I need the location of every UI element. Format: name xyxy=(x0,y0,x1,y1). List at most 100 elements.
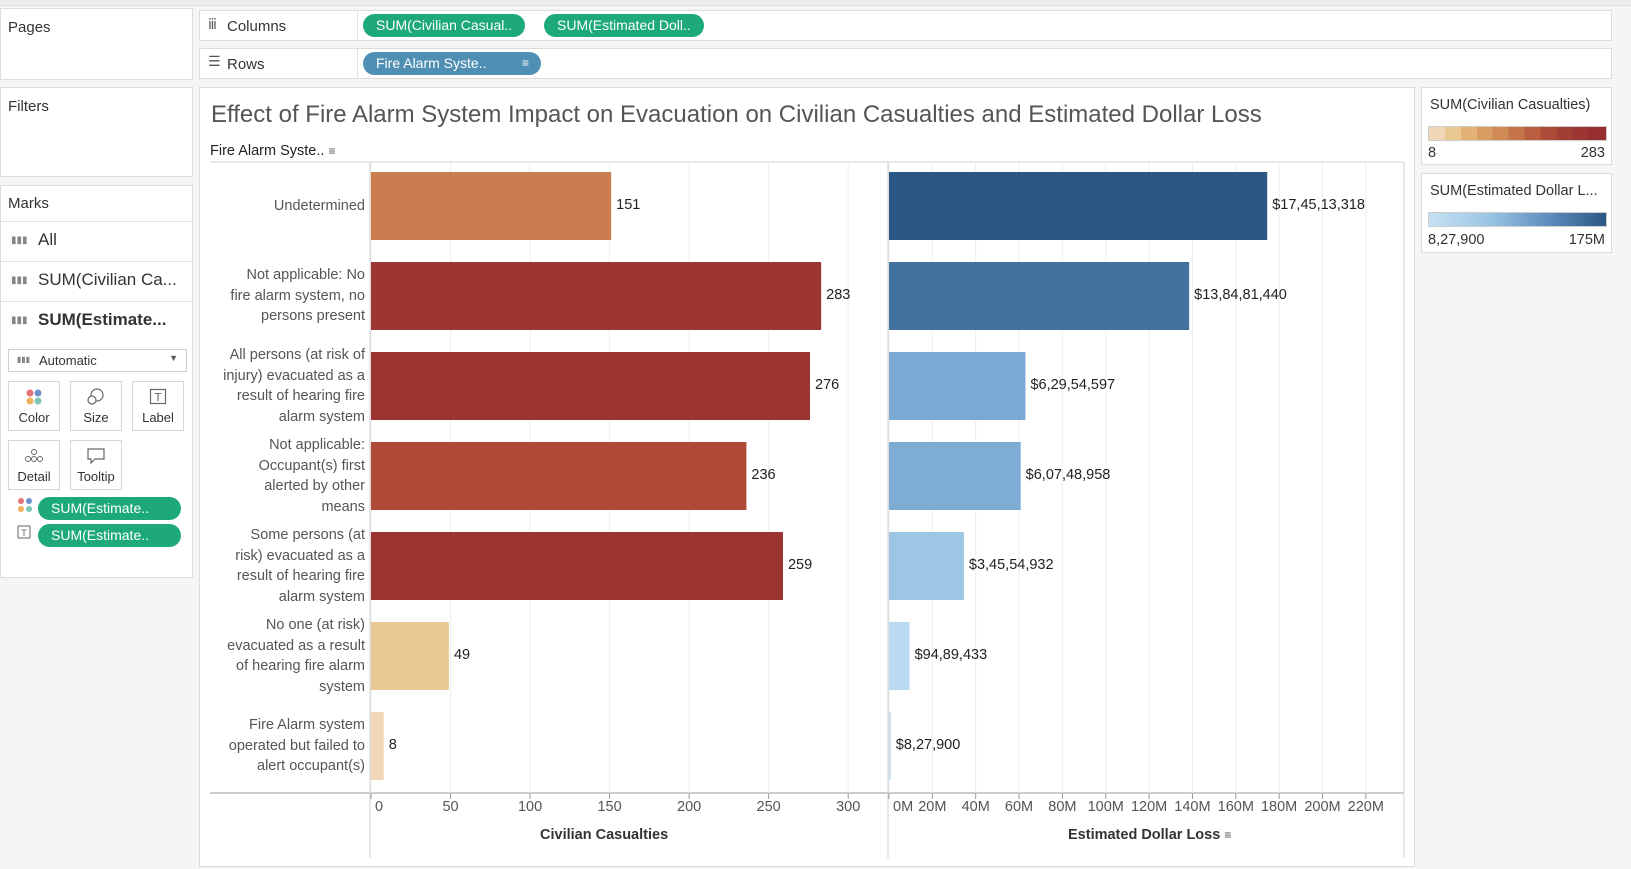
row-header-label: Fire Alarm Syste.. xyxy=(210,143,325,159)
rows-pill-fire-alarm[interactable]: Fire Alarm Syste.. ≡ xyxy=(363,52,541,75)
data-label: 49 xyxy=(453,647,471,663)
legend-min: 8,27,900 xyxy=(1428,232,1485,248)
row-label[interactable]: Some persons (at risk) evacuated as a resu… xyxy=(205,525,365,607)
data-label: $8,27,900 xyxy=(895,737,961,753)
data-label: $94,89,433 xyxy=(914,647,988,663)
columns-pill-civilian[interactable]: SUM(Civilian Casual.. xyxy=(363,14,526,37)
row-label[interactable]: Fire Alarm system operated but failed to a… xyxy=(205,715,365,777)
columns-icon: ⅲ xyxy=(208,16,217,32)
tick-label: 100M xyxy=(1087,799,1124,815)
label-field-pill[interactable]: SUM(Estimate.. xyxy=(38,524,181,547)
tick-label: 40M xyxy=(961,799,990,815)
data-label: $17,45,13,318 xyxy=(1272,197,1365,213)
row-label-line: alarm system xyxy=(278,588,365,605)
bar-mark-icon: ▮▮▮ xyxy=(11,275,28,286)
detail-button-label: Detail xyxy=(17,469,51,484)
tick-label: 100 xyxy=(517,799,543,815)
row-label-line: alert occupant(s) xyxy=(257,758,365,775)
row-label-line: result of hearing fire xyxy=(236,388,365,404)
tick-label: 0 xyxy=(375,799,384,815)
detail-button[interactable]: Detail xyxy=(8,440,60,490)
sort-descending-icon: ≡ xyxy=(521,56,529,70)
tick-label: 20M xyxy=(918,799,947,815)
row-label-line: All persons (at risk of xyxy=(229,347,365,363)
tick-label: 200M xyxy=(1304,799,1341,815)
data-label: 151 xyxy=(616,197,641,213)
color-button[interactable]: Color xyxy=(8,381,60,431)
marks-row-estimated[interactable]: ▮▮▮ SUM(Estimate... xyxy=(1,301,194,339)
pages-title: Pages xyxy=(8,19,51,36)
mark-type-dropdown[interactable]: ▮▮▮ Automatic ▼ xyxy=(8,349,187,372)
row-header[interactable]: Fire Alarm Syste.. ≡ xyxy=(210,143,335,159)
view-title: Effect of Fire Alarm System Impact on Ev… xyxy=(211,101,1262,128)
rows-pill-label: Fire Alarm Syste.. xyxy=(376,55,487,71)
color-field-pill[interactable]: SUM(Estimate.. xyxy=(38,497,181,520)
tick-label: 150 xyxy=(597,799,622,815)
data-label: $6,29,54,597 xyxy=(1030,377,1116,393)
legend-min: 8 xyxy=(1428,145,1437,161)
legend-color-ramp xyxy=(1428,126,1607,141)
row-label-line: Occupant(s) first xyxy=(258,457,365,474)
label-t-icon: T xyxy=(17,525,31,544)
legend-max: 283 xyxy=(1580,145,1605,161)
row-label-line: No one (at risk) xyxy=(265,617,365,633)
row-label-line: alerted by other xyxy=(264,478,365,494)
legend-casualties[interactable]: SUM(Civilian Casualties) 8 283 xyxy=(1421,87,1612,165)
bar-mark-icon: ▮▮▮ xyxy=(11,315,28,326)
columns-shelf[interactable]: ⅲ Columns SUM(Civilian Casual.. SUM(Esti… xyxy=(199,10,1612,41)
top-toolbar-strip xyxy=(0,0,1631,6)
size-button[interactable]: Size xyxy=(70,381,122,431)
color-dots-icon xyxy=(9,388,59,408)
marks-row-civilian[interactable]: ▮▮▮ SUM(Civilian Ca... xyxy=(1,261,194,299)
row-label[interactable]: No one (at risk) evacuated as a result of … xyxy=(205,615,365,697)
marks-row-label: SUM(Civilian Ca... xyxy=(38,270,177,289)
row-label-line: fire alarm system, no xyxy=(230,287,365,304)
row-label[interactable]: Not applicable: Occupant(s) first alerted … xyxy=(205,435,365,517)
pages-panel[interactable]: Pages xyxy=(0,8,193,80)
data-label: 8 xyxy=(388,737,397,753)
tick-label: 250 xyxy=(756,799,781,815)
legend-max: 175M xyxy=(1568,232,1605,248)
filters-panel[interactable]: Filters xyxy=(0,87,193,177)
columns-pill-estimated[interactable]: SUM(Estimated Doll.. xyxy=(544,14,704,37)
legend-color-ramp xyxy=(1428,212,1607,227)
data-label: $13,84,81,440 xyxy=(1194,287,1287,303)
row-label-line: result of hearing fire xyxy=(236,568,365,584)
legend-dollar[interactable]: SUM(Estimated Dollar L... 8,27,900 175M xyxy=(1421,173,1612,253)
tick-label: 180M xyxy=(1260,799,1298,815)
data-label: 283 xyxy=(826,287,851,303)
row-label-line: Undetermined xyxy=(273,197,365,214)
marks-row-all[interactable]: ▮▮▮ All xyxy=(1,221,194,259)
label-button[interactable]: T Label xyxy=(132,381,184,431)
row-label-line: persons present xyxy=(261,308,365,325)
row-label-line: Not applicable: xyxy=(269,437,365,453)
tooltip-button[interactable]: Tooltip xyxy=(70,440,122,490)
marks-row-label: SUM(Estimate... xyxy=(38,310,167,329)
sort-descending-icon: ≡ xyxy=(328,144,336,158)
tick-label: 80M xyxy=(1048,799,1077,815)
data-label: $3,45,54,932 xyxy=(968,557,1054,573)
bar-mark-icon: ▮▮▮ xyxy=(17,355,31,364)
row-label-line: of hearing fire alarm xyxy=(236,658,365,674)
tick-label: 60M xyxy=(1004,799,1034,815)
row-label-line: alarm system xyxy=(278,408,365,425)
row-label-line: risk) evacuated as a xyxy=(235,547,365,564)
tooltip-bubble-icon xyxy=(71,447,121,467)
bar-mark-icon: ▮▮▮ xyxy=(11,235,28,246)
x-axis-title-dollar[interactable]: Estimated Dollar Loss ≡ xyxy=(1068,827,1231,843)
row-label-line: injury) evacuated as a xyxy=(223,367,365,384)
shelf-divider xyxy=(357,49,358,78)
row-label[interactable]: Undetermined xyxy=(205,196,365,217)
row-label[interactable]: Not applicable: No fire alarm system, no p… xyxy=(205,265,365,327)
rows-label: Rows xyxy=(227,56,265,73)
row-label-line: Not applicable: No xyxy=(246,267,366,284)
legend-title: SUM(Estimated Dollar L... xyxy=(1430,183,1598,199)
rows-shelf[interactable]: ☰ Rows Fire Alarm Syste.. ≡ xyxy=(199,48,1612,79)
row-label[interactable]: All persons (at risk of injury) evacuated… xyxy=(205,345,365,427)
label-button-label: Label xyxy=(142,410,174,425)
tick-label: 200 xyxy=(677,799,702,815)
tick-label: 220M xyxy=(1347,799,1384,815)
svg-text:T: T xyxy=(154,391,162,404)
svg-text:T: T xyxy=(20,529,27,539)
size-button-label: Size xyxy=(83,410,109,425)
